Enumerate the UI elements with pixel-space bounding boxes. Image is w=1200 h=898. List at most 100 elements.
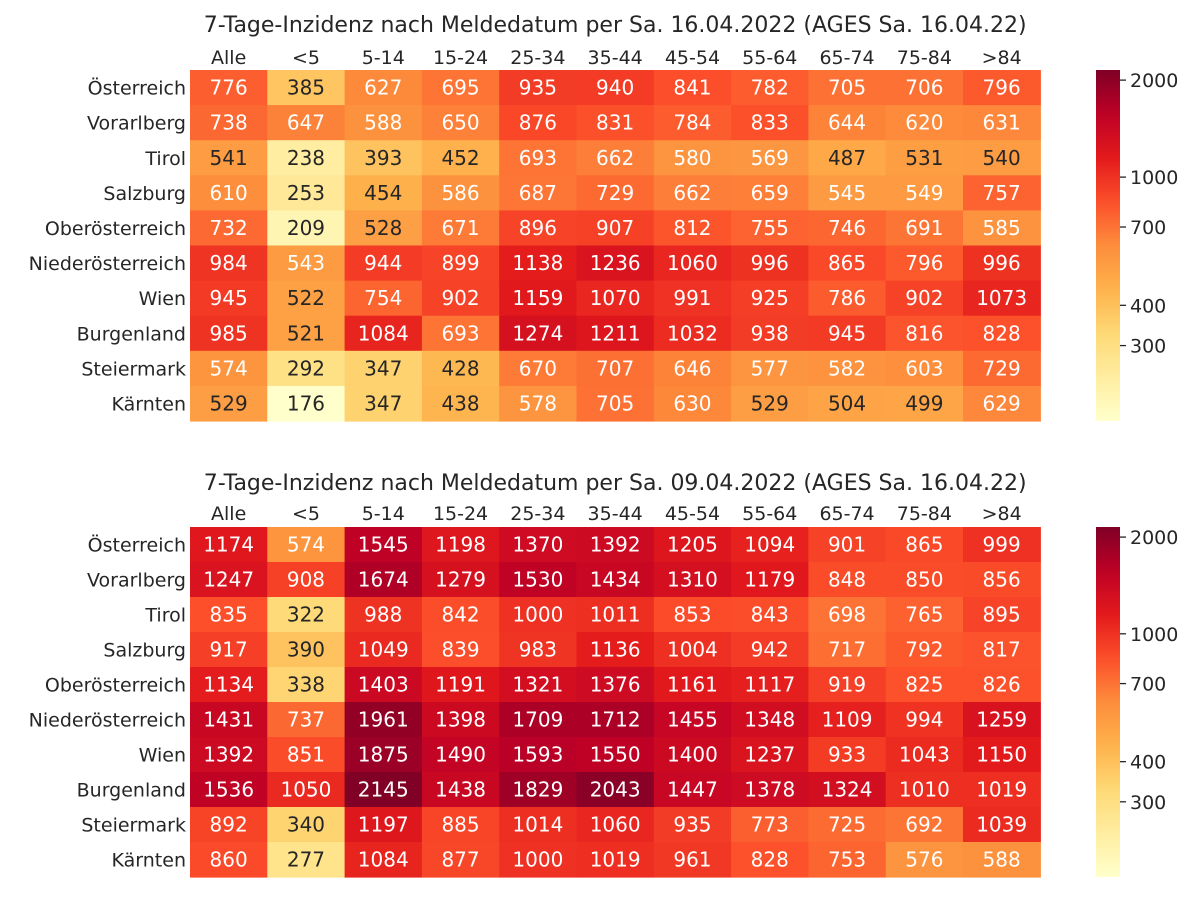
heatmap-cell: [731, 527, 809, 563]
cell-value-label: 746: [828, 216, 866, 240]
heatmap-cell: [576, 245, 655, 282]
heatmap-cell: [190, 280, 268, 317]
heatmap-cell: [344, 210, 423, 247]
cell-value-label: 892: [210, 813, 248, 837]
cell-value-label: 390: [287, 638, 325, 662]
cell-value-label: 945: [828, 321, 866, 345]
cell-value-label: 1073: [976, 286, 1027, 310]
cell-value-label: 428: [441, 356, 479, 380]
heatmap-cell: [576, 667, 655, 703]
heatmap-cell: [267, 562, 346, 598]
cell-value-label: 1274: [512, 321, 563, 345]
heatmap-cell: [267, 702, 346, 738]
cell-value-label: 693: [519, 146, 557, 170]
cell-value-label: 1400: [667, 743, 718, 767]
heatmap-cell: [808, 70, 887, 106]
heatmap-cell: [885, 385, 964, 422]
cell-value-label: 1674: [358, 568, 409, 592]
cell-value-label: 1709: [512, 708, 563, 732]
cell-value-label: 1321: [512, 673, 563, 697]
heatmap-cell: [731, 667, 809, 703]
heatmap-cell: [808, 632, 887, 668]
cell-value-label: 839: [441, 638, 479, 662]
column-label: Alle: [211, 503, 246, 525]
cell-value-label: 670: [519, 356, 557, 380]
colorbar-tick-label: 300: [1130, 792, 1166, 814]
heatmap-cell: [190, 385, 268, 422]
cell-value-label: 347: [364, 391, 402, 415]
cell-value-label: 796: [905, 251, 943, 275]
heatmap-cell: [653, 737, 732, 773]
cell-value-label: 543: [287, 251, 325, 275]
heatmap-cell: [267, 807, 346, 843]
heatmap-cell: [499, 140, 578, 176]
heatmap-cell: [267, 667, 346, 703]
heatmap-cell: [267, 70, 346, 106]
column-label: 35-44: [588, 47, 643, 69]
cell-value-label: 1179: [744, 568, 795, 592]
heatmap-cell: [421, 350, 500, 387]
row-label: Kärnten: [112, 850, 186, 872]
colorbar-tick-label: 2000: [1130, 527, 1178, 549]
heatmap-cell: [731, 140, 809, 176]
heatmap-cell: [499, 70, 578, 106]
heatmap-cell: [885, 175, 964, 211]
heatmap-cell: [885, 807, 964, 843]
cell-value-label: 588: [364, 111, 402, 135]
heatmap-cell: [653, 702, 732, 738]
cell-value-label: 438: [441, 391, 479, 415]
heatmap-cell: [344, 807, 423, 843]
heatmap-cell: [499, 597, 578, 633]
cell-value-label: 1060: [590, 813, 641, 837]
column-label: 5-14: [362, 47, 405, 69]
cell-value-label: 919: [828, 673, 866, 697]
heatmap-cell: [885, 140, 964, 176]
cell-value-label: 662: [673, 181, 711, 205]
heatmap-cell: [808, 350, 887, 387]
heatmap-cell: [653, 350, 732, 387]
heatmap-cell: [963, 210, 1041, 247]
heatmap-cell: [421, 562, 500, 598]
cell-value-label: 705: [828, 76, 866, 100]
cell-value-label: 841: [673, 76, 711, 100]
cell-value-label: 895: [983, 603, 1021, 627]
cell-value-label: 896: [519, 216, 557, 240]
row-label: Oberösterreich: [45, 218, 186, 240]
heatmap-cell: [808, 667, 887, 703]
cell-value-label: 961: [673, 848, 711, 872]
heatmap-cell: [963, 140, 1041, 176]
heatmap-cell: [808, 562, 887, 598]
cell-value-label: 1237: [744, 743, 795, 767]
cell-value-label: 885: [441, 813, 479, 837]
heatmap-cell: [808, 175, 887, 211]
cell-value-label: 452: [441, 146, 479, 170]
heatmap-cell: [421, 807, 500, 843]
heatmap-cell: [576, 737, 655, 773]
heatmap-cell: [267, 527, 346, 563]
heatmap-cell: [576, 385, 655, 422]
cell-value-label: 2145: [358, 778, 409, 802]
cell-value-label: 1376: [590, 673, 641, 697]
heatmap-cell: [963, 807, 1041, 843]
row-label: Österreich: [88, 534, 186, 557]
cell-value-label: 796: [983, 76, 1021, 100]
cell-value-label: 340: [287, 813, 325, 837]
heatmap-cell: [731, 280, 809, 317]
cell-value-label: 828: [751, 848, 789, 872]
column-label: 15-24: [433, 503, 488, 525]
cell-value-label: 1134: [203, 673, 254, 697]
heatmap-cell: [808, 280, 887, 317]
heatmap-cell: [190, 527, 268, 563]
column-label: <5: [292, 503, 320, 525]
cell-value-label: 1961: [358, 708, 409, 732]
cell-value-label: 908: [287, 568, 325, 592]
heatmap-cell: [576, 527, 655, 563]
cell-value-label: 574: [287, 533, 325, 557]
heatmap-cell: [963, 562, 1041, 598]
heatmap-cell: [267, 175, 346, 211]
heatmap-cell: [344, 280, 423, 317]
cell-value-label: 1455: [667, 708, 718, 732]
cell-value-label: 209: [287, 216, 325, 240]
cell-value-label: 1010: [899, 778, 950, 802]
cell-value-label: 1875: [358, 743, 409, 767]
